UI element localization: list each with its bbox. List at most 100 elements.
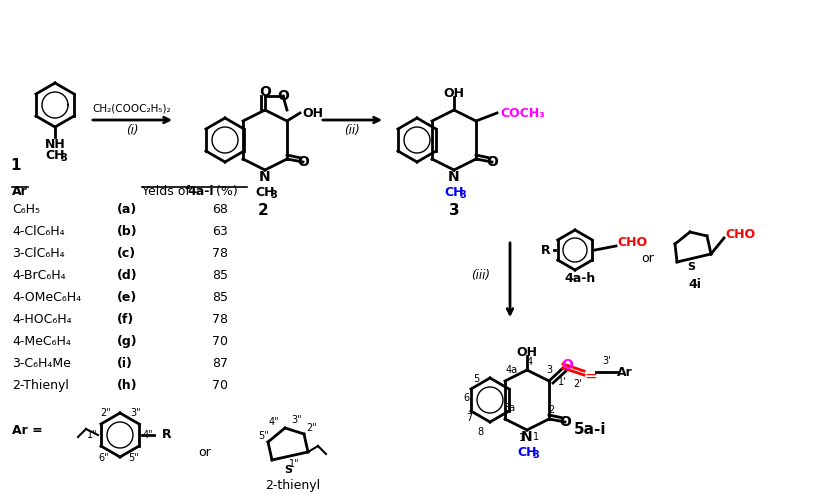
Text: 8a: 8a bbox=[503, 403, 515, 413]
Text: Ar: Ar bbox=[617, 366, 633, 378]
Text: 78: 78 bbox=[212, 247, 228, 260]
Text: (h): (h) bbox=[117, 379, 137, 392]
Text: 4": 4" bbox=[269, 417, 280, 427]
Text: 5a-i: 5a-i bbox=[574, 422, 606, 438]
Text: 3: 3 bbox=[449, 203, 459, 217]
Text: 85: 85 bbox=[212, 291, 228, 304]
Text: 4-OMeC₆H₄: 4-OMeC₆H₄ bbox=[12, 291, 81, 304]
Text: 70: 70 bbox=[212, 379, 228, 392]
Text: (%): (%) bbox=[212, 185, 237, 198]
Text: (g): (g) bbox=[117, 335, 137, 348]
Text: (d): (d) bbox=[117, 269, 137, 282]
Text: 8: 8 bbox=[477, 427, 483, 437]
Text: 2-Thienyl: 2-Thienyl bbox=[12, 379, 69, 392]
Text: 5": 5" bbox=[129, 453, 140, 463]
Text: 2: 2 bbox=[258, 203, 269, 217]
Text: 3-ClC₆H₄: 3-ClC₆H₄ bbox=[12, 247, 65, 260]
Text: 3: 3 bbox=[60, 153, 67, 163]
Text: (f): (f) bbox=[117, 313, 134, 326]
Text: N: N bbox=[448, 170, 460, 184]
Text: 3: 3 bbox=[546, 365, 552, 375]
Text: 1: 1 bbox=[533, 432, 539, 442]
Text: 1": 1" bbox=[87, 430, 98, 440]
Text: 3: 3 bbox=[533, 450, 539, 460]
Text: 4: 4 bbox=[527, 357, 533, 367]
Text: OH: OH bbox=[302, 107, 323, 120]
Text: COCH₃: COCH₃ bbox=[500, 107, 545, 120]
Text: (e): (e) bbox=[117, 291, 137, 304]
Text: N: N bbox=[521, 430, 533, 444]
Text: CH: CH bbox=[444, 186, 464, 199]
Text: 4a-h: 4a-h bbox=[564, 272, 595, 285]
Text: CHO: CHO bbox=[725, 228, 755, 241]
Text: 68: 68 bbox=[212, 203, 228, 216]
Text: 1: 1 bbox=[519, 433, 525, 443]
Text: O: O bbox=[559, 415, 571, 429]
Text: 7: 7 bbox=[466, 413, 472, 423]
Text: CHO: CHO bbox=[617, 236, 647, 248]
Text: S: S bbox=[284, 465, 292, 475]
Text: C₆H₅: C₆H₅ bbox=[12, 203, 40, 216]
Text: 1: 1 bbox=[10, 158, 21, 172]
Text: (i): (i) bbox=[126, 124, 138, 136]
Text: 3": 3" bbox=[131, 408, 141, 418]
Text: 4-HOC₆H₄: 4-HOC₆H₄ bbox=[12, 313, 72, 326]
Text: 3": 3" bbox=[292, 415, 303, 425]
Text: (a): (a) bbox=[117, 203, 137, 216]
Text: 78: 78 bbox=[212, 313, 228, 326]
Text: 2": 2" bbox=[307, 423, 318, 433]
Text: 4i: 4i bbox=[689, 279, 701, 291]
Text: OH: OH bbox=[517, 345, 538, 359]
Text: Ar: Ar bbox=[12, 185, 28, 198]
Text: 6: 6 bbox=[463, 393, 469, 403]
Text: (ii): (ii) bbox=[344, 124, 360, 136]
Text: O: O bbox=[259, 85, 271, 99]
Text: 4": 4" bbox=[143, 430, 153, 440]
Text: 3: 3 bbox=[460, 190, 466, 200]
Text: CH: CH bbox=[517, 446, 537, 458]
Text: (c): (c) bbox=[117, 247, 136, 260]
Text: CH₂(COOC₂H₅)₂: CH₂(COOC₂H₅)₂ bbox=[93, 103, 171, 113]
Text: S: S bbox=[687, 262, 695, 272]
Text: 2-thienyl: 2-thienyl bbox=[265, 479, 321, 492]
Text: 1": 1" bbox=[289, 459, 299, 469]
Text: 4a-i: 4a-i bbox=[187, 185, 213, 198]
Text: Yelds of: Yelds of bbox=[142, 185, 194, 198]
Text: 2": 2" bbox=[101, 408, 112, 418]
Text: or: or bbox=[642, 251, 654, 264]
Text: Ar =: Ar = bbox=[12, 423, 43, 437]
Text: 2': 2' bbox=[574, 379, 582, 389]
Text: 87: 87 bbox=[212, 357, 228, 370]
Text: N: N bbox=[259, 170, 270, 184]
Text: NH: NH bbox=[45, 137, 65, 151]
Text: 2: 2 bbox=[547, 405, 554, 415]
Text: 3: 3 bbox=[270, 190, 277, 200]
Text: 6": 6" bbox=[98, 453, 109, 463]
Text: R: R bbox=[542, 244, 551, 256]
Text: 5": 5" bbox=[259, 431, 270, 441]
Text: (i): (i) bbox=[117, 357, 133, 370]
Text: or: or bbox=[198, 447, 212, 459]
Text: 1': 1' bbox=[557, 377, 566, 387]
Text: O: O bbox=[297, 155, 309, 169]
Text: =: = bbox=[585, 369, 597, 383]
Text: 4-ClC₆H₄: 4-ClC₆H₄ bbox=[12, 225, 65, 238]
Text: O: O bbox=[561, 358, 573, 372]
Text: 70: 70 bbox=[212, 335, 228, 348]
Text: O: O bbox=[486, 155, 498, 169]
Text: CH: CH bbox=[256, 186, 275, 199]
Text: 5: 5 bbox=[473, 374, 479, 384]
Text: OH: OH bbox=[443, 86, 465, 99]
Text: 85: 85 bbox=[212, 269, 228, 282]
Text: 4-MeC₆H₄: 4-MeC₆H₄ bbox=[12, 335, 71, 348]
Text: (b): (b) bbox=[117, 225, 137, 238]
Text: CH: CH bbox=[45, 149, 65, 162]
Text: R: R bbox=[162, 428, 172, 442]
Text: 4-BrC₆H₄: 4-BrC₆H₄ bbox=[12, 269, 65, 282]
Text: 3': 3' bbox=[603, 356, 611, 366]
Text: 63: 63 bbox=[212, 225, 227, 238]
Text: 3-C₆H₄Me: 3-C₆H₄Me bbox=[12, 357, 71, 370]
Text: 4a: 4a bbox=[506, 365, 518, 375]
Text: (iii): (iii) bbox=[471, 269, 490, 282]
Text: O: O bbox=[277, 89, 289, 103]
